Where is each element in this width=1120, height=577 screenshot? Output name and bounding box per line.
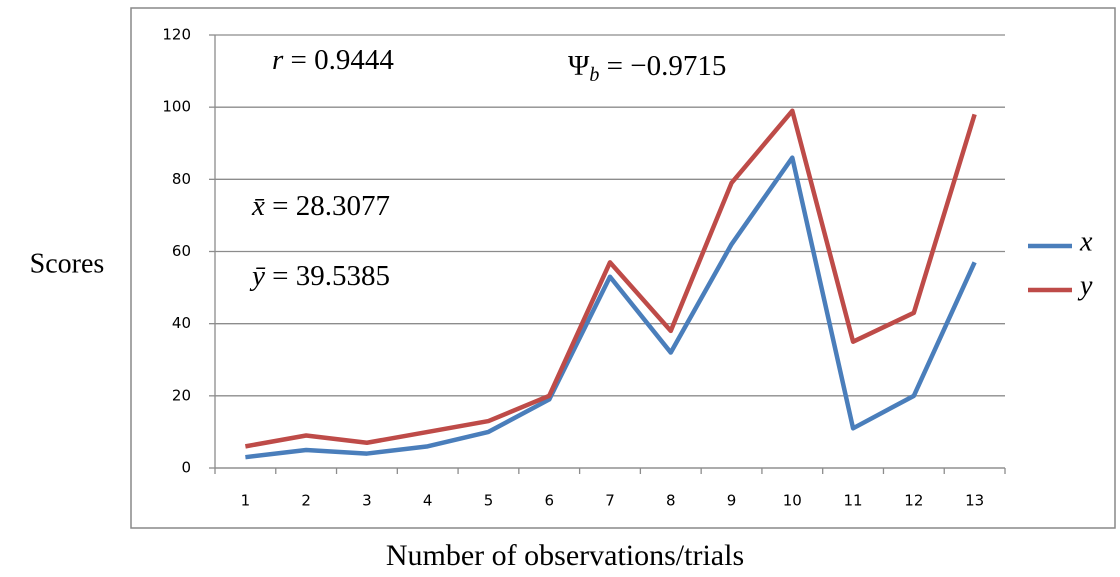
y-axis-label: Scores [30, 248, 105, 279]
y-tick-label: 0 [181, 459, 191, 477]
annotation-subscript: b [589, 64, 599, 86]
annotation-text: = 28.3077 [272, 190, 390, 222]
annotation-symbol: Ψ [568, 50, 590, 82]
line-series [244, 108, 977, 449]
y-tick-label: 100 [162, 98, 191, 116]
annotation-symbol: ȳ [249, 260, 266, 292]
x-tick-label: 7 [605, 492, 615, 510]
annotation-symbol: x̄ [251, 190, 265, 222]
annotations: r = 0.9444 Ψb = −0.9715 x̄ = 28.3077 ȳ =… [249, 44, 726, 292]
annotation-symbol: r [272, 44, 284, 76]
y-tick-label: 60 [172, 242, 191, 260]
annotation-text: = 0.9444 [291, 44, 395, 76]
legend-label: x [1079, 226, 1093, 257]
y-tick-label: 20 [172, 386, 191, 404]
annotation: ȳ = 39.5385 [249, 260, 390, 292]
annotation: Ψb = −0.9715 [568, 50, 726, 90]
x-tick-label: 13 [965, 492, 984, 510]
legend-label: y [1077, 270, 1093, 301]
x-tick-label: 2 [301, 492, 311, 510]
annotation: x̄ = 28.3077 [251, 190, 390, 222]
x-tick-label: 4 [423, 492, 433, 510]
annotation-text: = 39.5385 [272, 260, 390, 292]
line-series [245, 155, 977, 460]
x-tick-label: 6 [544, 492, 554, 510]
chart-border [130, 7, 1116, 529]
x-tick-label: 1 [241, 492, 251, 510]
annotation: r = 0.9444 [272, 44, 394, 76]
x-tick-label: 11 [844, 492, 863, 510]
y-tick-label: 40 [172, 314, 191, 332]
x-tick-label: 10 [783, 492, 802, 510]
x-tick-label: 5 [484, 492, 494, 510]
x-axis-label: Number of observations/trials [386, 539, 744, 572]
y-tick-label: 80 [172, 170, 191, 188]
annotation-text: = −0.9715 [607, 50, 727, 82]
x-tick-label: 8 [666, 492, 676, 510]
x-tick-label: 12 [904, 492, 923, 510]
x-tick-label: 3 [362, 492, 372, 510]
y-tick-label: 120 [162, 26, 191, 44]
x-tick-label: 9 [727, 492, 737, 510]
